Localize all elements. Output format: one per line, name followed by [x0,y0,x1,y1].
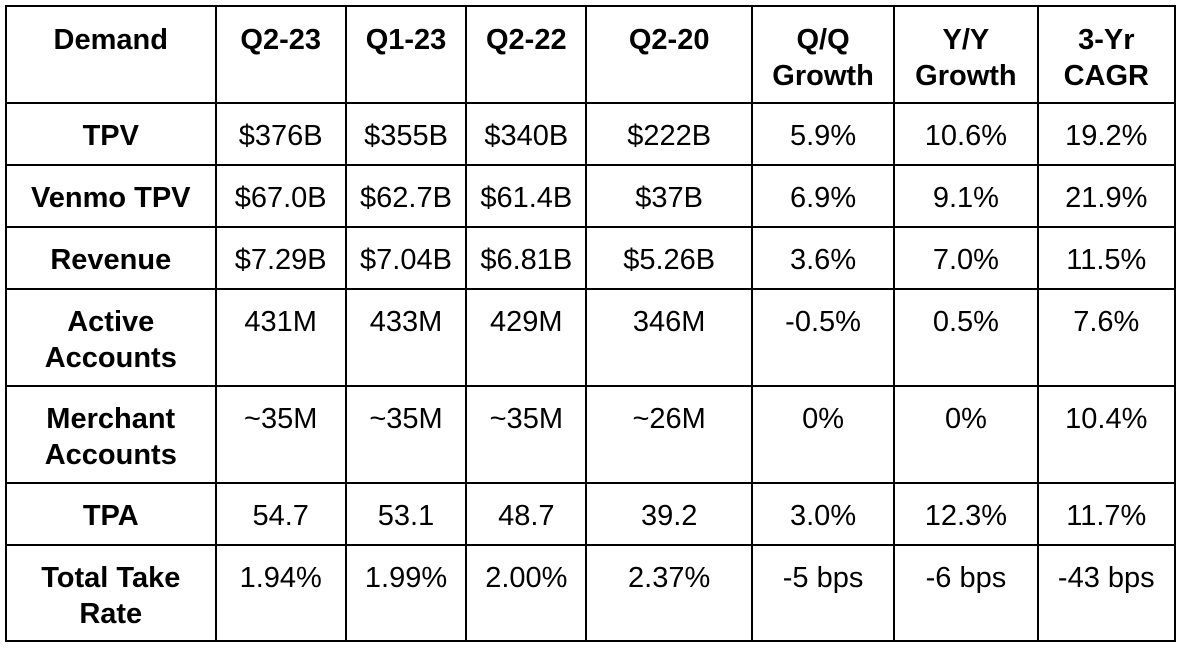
table-row: TPV $376B $355B $340B $222B 5.9% 10.6% 1… [5,102,1177,166]
table-cell: 3.6% [750,226,896,290]
table-cell: $6.81B [465,226,588,290]
column-header-3yr-cagr: 3-Yr CAGR [1036,5,1177,104]
table-cell: 10.6% [893,102,1039,166]
table-row: TPA 54.7 53.1 48.7 39.2 3.0% 12.3% 11.7% [5,482,1177,546]
table-cell: 11.5% [1036,226,1177,290]
table-cell: 53.1 [344,482,468,546]
table-cell: 1.94% [214,544,347,642]
table-cell: $355B [344,102,468,166]
table-cell: 5.9% [750,102,896,166]
table-cell: 11.7% [1036,482,1177,546]
column-header-qq-growth: Q/Q Growth [750,5,896,104]
table-cell: -6 bps [893,544,1039,642]
table-row: Active Accounts 431M 433M 429M 346M -0.5… [5,288,1177,387]
table-cell: 21.9% [1036,164,1177,228]
demand-metrics-table: Demand Q2-23 Q1-23 Q2-22 Q2-20 Q/Q Growt… [5,5,1177,642]
table-cell: 48.7 [465,482,588,546]
table-cell: 9.1% [893,164,1039,228]
table-cell: 433M [344,288,468,387]
table-cell: 0% [893,385,1039,484]
column-header-q2-23: Q2-23 [214,5,347,104]
table-cell: $340B [465,102,588,166]
table-cell: $222B [585,102,753,166]
table-cell: ~26M [585,385,753,484]
table-cell: $5.26B [585,226,753,290]
table-cell: ~35M [465,385,588,484]
row-label: TPV [5,102,217,166]
table-cell: 7.0% [893,226,1039,290]
table-cell: $61.4B [465,164,588,228]
table-row: Merchant Accounts ~35M ~35M ~35M ~26M 0%… [5,385,1177,484]
table-cell: 429M [465,288,588,387]
table-cell: $62.7B [344,164,468,228]
table-cell: 0.5% [893,288,1039,387]
row-label: Revenue [5,226,217,290]
table-cell: ~35M [344,385,468,484]
table-cell: 12.3% [893,482,1039,546]
table-cell: 2.00% [465,544,588,642]
table-cell: 39.2 [585,482,753,546]
row-label: Venmo TPV [5,164,217,228]
table-cell: 3.0% [750,482,896,546]
table-cell: 10.4% [1036,385,1177,484]
column-header-q2-20: Q2-20 [585,5,753,104]
table-cell: 6.9% [750,164,896,228]
table-row: Revenue $7.29B $7.04B $6.81B $5.26B 3.6%… [5,226,1177,290]
column-header-yy-growth: Y/Y Growth [893,5,1039,104]
table-cell: 346M [585,288,753,387]
row-label: Active Accounts [5,288,217,387]
table-cell: 1.99% [344,544,468,642]
table-cell: -43 bps [1036,544,1177,642]
table-row: Venmo TPV $67.0B $62.7B $61.4B $37B 6.9%… [5,164,1177,228]
row-label: Total Take Rate [5,544,217,642]
row-label: Merchant Accounts [5,385,217,484]
table-cell: 2.37% [585,544,753,642]
table-row: Total Take Rate 1.94% 1.99% 2.00% 2.37% … [5,544,1177,642]
table-cell: 19.2% [1036,102,1177,166]
column-header-q2-22: Q2-22 [465,5,588,104]
column-header-q1-23: Q1-23 [344,5,468,104]
row-label: TPA [5,482,217,546]
table-cell: $7.04B [344,226,468,290]
table-cell: -5 bps [750,544,896,642]
table-cell: $37B [585,164,753,228]
table-cell: ~35M [214,385,347,484]
table-cell: 7.6% [1036,288,1177,387]
column-header-demand: Demand [5,5,217,104]
table-cell: $376B [214,102,347,166]
table-cell: 0% [750,385,896,484]
table-cell: 431M [214,288,347,387]
table-cell: -0.5% [750,288,896,387]
table-cell: 54.7 [214,482,347,546]
table-header-row: Demand Q2-23 Q1-23 Q2-22 Q2-20 Q/Q Growt… [5,5,1177,104]
table-cell: $67.0B [214,164,347,228]
table-cell: $7.29B [214,226,347,290]
